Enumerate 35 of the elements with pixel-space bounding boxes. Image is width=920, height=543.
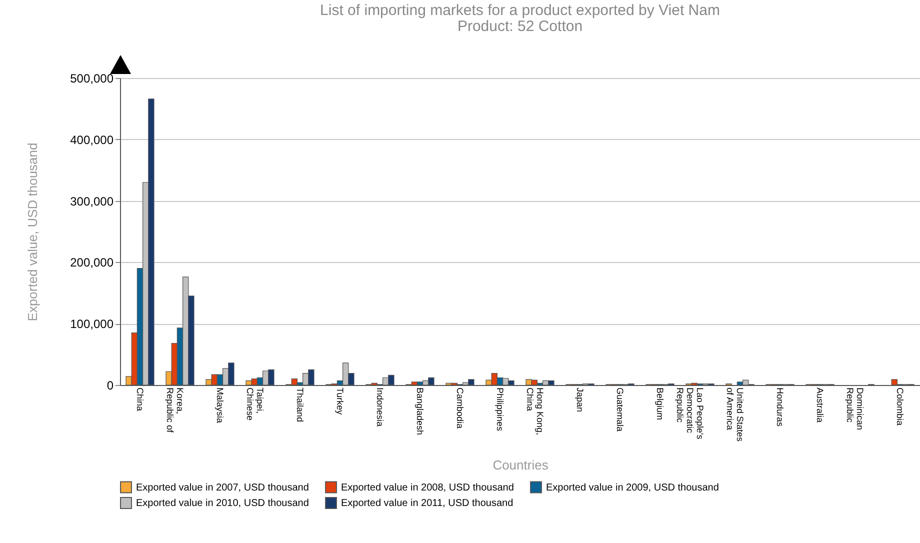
- x-tick-label: Guatemala: [615, 388, 625, 432]
- x-axis-title: Countries: [492, 458, 549, 473]
- chart-subtitle: Product: 52 Cotton: [457, 18, 583, 35]
- y-tick-label: 200,000: [70, 256, 114, 270]
- y-axis-title: Exported value, USD thousand: [25, 142, 40, 322]
- x-tick-label: Thailand: [295, 388, 305, 422]
- x-tick-label: Belgium: [655, 388, 665, 420]
- x-tick-label: Australia: [815, 388, 825, 423]
- x-tick-label: Korea, Republic of: [165, 388, 185, 434]
- x-tick-label: Cambodia: [455, 388, 465, 429]
- x-tick-label: Malaysia: [215, 388, 225, 424]
- x-tick-label: Honduras: [775, 388, 785, 428]
- x-tick-label: Indonesia: [375, 388, 385, 427]
- y-tick-label: 300,000: [70, 194, 114, 208]
- x-tick-label: Philippines: [495, 388, 505, 432]
- legend-label: Exported value in 2010, USD thousand: [136, 498, 309, 509]
- y-tick-label: 400,000: [70, 132, 114, 147]
- x-tick-label: Taipei, Chinese: [245, 388, 265, 421]
- y-tick-label: 0: [106, 378, 114, 392]
- legend-label: Exported value in 2008, USD thousand: [341, 482, 514, 494]
- chart-title: List of importing markets for a product exported by Viet Nam: [320, 2, 720, 19]
- x-tick-label: Lao People's Democratic Republic: [675, 388, 705, 440]
- legend-label: Exported value in 2007, USD thousand: [136, 482, 309, 494]
- x-tick-label: Colombia: [895, 388, 905, 426]
- x-tick-label: Turkey: [335, 388, 345, 416]
- y-tick-label: 100,000: [70, 317, 114, 332]
- x-tick-label: United States of America: [725, 388, 745, 442]
- x-tick-label: Bangladesh: [415, 388, 425, 436]
- y-tick-label: 500,000: [70, 72, 114, 86]
- x-tick-label: China: [135, 388, 145, 412]
- x-tick-label: Dominican Republic: [845, 388, 865, 430]
- legend-label: Exported value in 2009, USD thousand: [546, 482, 719, 494]
- x-tick-label: Hong Kong, China: [525, 388, 545, 436]
- x-tick-label: Japan: [575, 388, 585, 412]
- legend-label: Exported value in 2011, USD thousand: [341, 498, 514, 509]
